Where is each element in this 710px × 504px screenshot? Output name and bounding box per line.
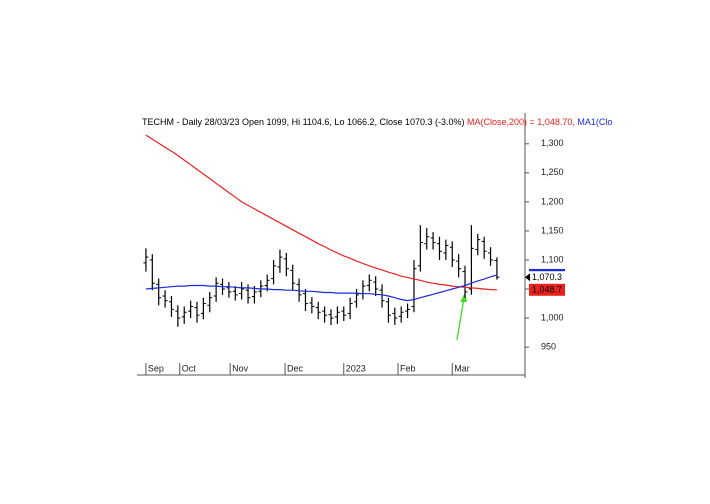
ohlc-bar bbox=[283, 253, 289, 277]
ohlc-bar bbox=[271, 259, 277, 285]
x-tick-label: Dec bbox=[287, 363, 304, 373]
x-tick-label: Sep bbox=[148, 363, 164, 373]
ma-line bbox=[145, 274, 498, 302]
close-pointer bbox=[525, 273, 530, 282]
y-tick-label: 1,100 bbox=[541, 254, 564, 264]
legend-entry: MA(Close,200) = 1,048.70, bbox=[467, 117, 575, 127]
ohlc-bar bbox=[213, 277, 219, 302]
x-tick-label: Mar bbox=[454, 363, 470, 373]
y-tick-label: 1,200 bbox=[541, 196, 564, 206]
ohlc-bar bbox=[207, 291, 213, 313]
ohlc-bar bbox=[341, 306, 347, 321]
ohlc-bar bbox=[334, 306, 340, 324]
last-value-label-box bbox=[529, 283, 565, 296]
ohlc-bar bbox=[290, 264, 296, 291]
y-tick-label: 950 bbox=[541, 341, 556, 351]
ohlc-bar bbox=[156, 278, 162, 306]
last-value-label: 1,048.7 bbox=[532, 285, 562, 295]
ohlc-bar bbox=[309, 297, 315, 314]
x-tick-label: Nov bbox=[232, 363, 249, 373]
close-label: 1,070.3 bbox=[532, 272, 562, 282]
chart-title: TECHM - Daily 28/03/23 Open 1099, Hi 110… bbox=[142, 117, 612, 127]
ohlc-bar bbox=[296, 278, 302, 302]
ohlc-bar bbox=[232, 286, 238, 301]
ohlc-bar bbox=[194, 301, 200, 323]
ohlc-bar bbox=[354, 289, 360, 308]
y-tick-label: 1,150 bbox=[541, 225, 564, 235]
ohlc-bar bbox=[379, 284, 385, 308]
ohlc-bar bbox=[373, 276, 379, 296]
ohlc-bar bbox=[168, 295, 174, 317]
ohlc-bar bbox=[494, 257, 500, 280]
ohlc-bar bbox=[405, 303, 411, 319]
ohlc-bar bbox=[302, 289, 308, 312]
y-tick-label: 1,250 bbox=[541, 167, 564, 177]
ohlc-bar bbox=[175, 305, 181, 327]
y-tick-label: 1,000 bbox=[541, 312, 564, 322]
ohlc-bar bbox=[385, 297, 391, 323]
ohlc-bar bbox=[398, 306, 404, 323]
ohlc-bar bbox=[456, 254, 462, 278]
ohlc-bar bbox=[239, 282, 245, 300]
ohlc-bar bbox=[449, 241, 455, 267]
ohlc-bar bbox=[143, 248, 149, 272]
ohlc-bar bbox=[417, 225, 423, 272]
ohlc-bar bbox=[443, 239, 449, 260]
ohlc-bar bbox=[322, 306, 328, 323]
y-tick-label: 1,300 bbox=[541, 138, 564, 148]
ohlc-bar bbox=[277, 249, 283, 273]
x-tick-label: Oct bbox=[182, 363, 197, 373]
ohlc-bar bbox=[481, 236, 487, 259]
ohlc-bar bbox=[162, 290, 168, 308]
arrow-shaft bbox=[456, 297, 465, 341]
ohlc-bar bbox=[251, 286, 257, 304]
ohlc-bar bbox=[462, 265, 468, 298]
ohlc-bar bbox=[411, 259, 417, 313]
title-text: TECHM - Daily 28/03/23 Open 1099, Hi 110… bbox=[142, 117, 465, 127]
ohlc-bar bbox=[188, 300, 194, 319]
ohlc-bar bbox=[315, 301, 321, 320]
ohlc-bar bbox=[347, 297, 353, 320]
ma-line bbox=[145, 134, 497, 291]
ohlc-bar bbox=[424, 228, 430, 250]
ohlc-bar bbox=[430, 232, 436, 250]
ohlc-bar bbox=[436, 236, 442, 260]
x-tick-label: 2023 bbox=[346, 363, 366, 373]
ohlc-bar bbox=[328, 309, 334, 326]
ohlc-bar bbox=[200, 297, 206, 320]
legend-entry: MA1(Clo bbox=[577, 117, 612, 127]
ohlc-bar bbox=[488, 247, 494, 266]
ohlc-bar bbox=[181, 306, 187, 324]
ohlc-bar bbox=[475, 233, 481, 256]
ohlc-bar bbox=[392, 307, 398, 326]
ohlc-bar bbox=[366, 274, 372, 292]
close-label-box bbox=[529, 271, 565, 284]
ohlc-bar bbox=[226, 282, 232, 298]
ohlc-bar bbox=[149, 254, 155, 291]
x-tick-label: Feb bbox=[400, 363, 416, 373]
